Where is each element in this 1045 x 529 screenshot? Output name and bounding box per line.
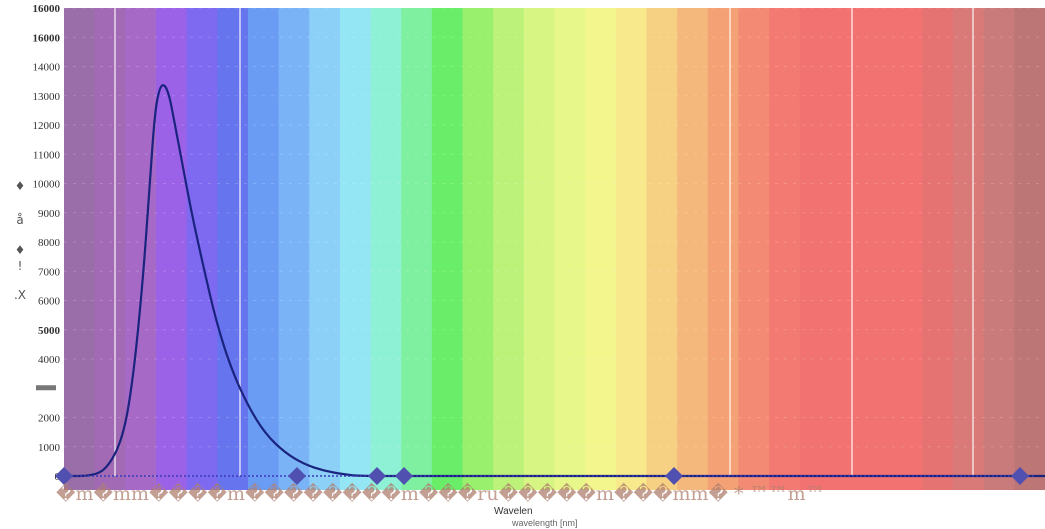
y-label-glyph: ♦ <box>15 179 26 193</box>
baseline-marker <box>55 467 73 485</box>
spectrum-band <box>125 8 157 490</box>
y-label-glyph: ♦ <box>15 243 26 257</box>
grid-lines <box>64 7 1045 477</box>
y-tick-label: 12000 <box>33 120 61 132</box>
spectrum-band <box>922 8 954 490</box>
y-tick-label: 6000 <box>38 296 61 308</box>
y-tick-label: 13000 <box>33 91 61 103</box>
spectrum-band <box>370 8 402 490</box>
spectrum-band <box>861 8 893 490</box>
spectrum-band <box>523 8 556 490</box>
spectrum-band <box>615 8 648 490</box>
spectrum-band <box>769 8 801 490</box>
y-tick-label: 7000 <box>38 266 61 278</box>
spectrum-band <box>401 8 433 490</box>
y-tick-label: 5000 <box>38 325 61 337</box>
y-tick-label: 2000 <box>38 413 61 425</box>
y-tick-label: 16000 <box>33 3 61 15</box>
baseline-marker <box>1011 467 1029 485</box>
x-axis-label: Wavelen <box>494 506 533 517</box>
y-axis-label: ♦ å ♦! .X <box>14 179 26 302</box>
y-tick-dash <box>36 385 56 391</box>
y-label-glyph: .X <box>14 288 26 302</box>
spectrum-band <box>431 8 464 490</box>
y-label-glyph: ! <box>18 259 23 273</box>
spectrum-band <box>64 8 96 490</box>
y-tick-label: 10000 <box>33 179 61 191</box>
spectrum-band <box>1014 8 1045 490</box>
spectrum-band <box>799 8 832 490</box>
spectrum-band <box>646 8 678 490</box>
y-tick-label: 14000 <box>33 62 61 74</box>
spectrum-band <box>953 8 985 490</box>
x-axis-label-sub: wavelength [nm] <box>511 518 578 528</box>
baseline-marker <box>395 467 413 485</box>
spectrum-band <box>186 8 218 490</box>
y-label-glyph: å <box>16 213 23 227</box>
y-axis-ticks: 16000 16000 14000 13000 12000 11000 10000 9000 8… <box>33 3 61 483</box>
baseline-marker <box>368 467 386 485</box>
spectrum-band <box>94 8 126 490</box>
spectrum-band <box>462 8 494 490</box>
spectrum-band <box>217 8 249 490</box>
vertical-separators <box>114 8 974 476</box>
spectrum-background <box>64 8 1045 490</box>
spectrum-band <box>554 8 586 490</box>
spectrum-band <box>493 8 525 490</box>
spectrum-band <box>339 8 372 490</box>
spectrum-band <box>278 8 310 490</box>
baseline-markers <box>55 467 1029 485</box>
y-tick-label: 16000 <box>33 32 61 44</box>
spectrum-band <box>983 8 1015 490</box>
spectrum-band <box>830 8 862 490</box>
baseline-marker <box>288 467 306 485</box>
x-tick-row: �m�mm����m��������m���ru�����m���mm� * ™… <box>56 482 825 505</box>
spectrum-band <box>247 8 280 490</box>
spectrum-band <box>738 8 770 490</box>
spectrum-band <box>585 8 617 490</box>
baseline-marker <box>665 467 683 485</box>
y-tick-label: 1000 <box>38 442 61 454</box>
y-tick-label: 9000 <box>38 208 61 220</box>
y-tick-label: 11000 <box>33 149 61 161</box>
y-tick-label: 4000 <box>38 354 61 366</box>
spectrum-band <box>309 8 341 490</box>
spectrum-band <box>707 8 740 490</box>
spectrum-band <box>677 8 709 490</box>
y-tick-label: 8000 <box>38 237 61 249</box>
spectrum-band <box>891 8 923 490</box>
